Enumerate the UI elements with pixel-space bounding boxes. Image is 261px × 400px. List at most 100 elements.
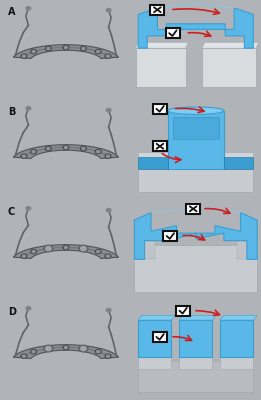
Circle shape bbox=[63, 346, 69, 350]
Bar bbox=[153, 141, 167, 152]
Polygon shape bbox=[179, 315, 216, 320]
Circle shape bbox=[32, 350, 35, 353]
Polygon shape bbox=[13, 245, 118, 258]
Polygon shape bbox=[13, 45, 118, 58]
Circle shape bbox=[95, 250, 101, 254]
Circle shape bbox=[95, 350, 101, 354]
Polygon shape bbox=[220, 315, 257, 320]
Polygon shape bbox=[136, 48, 186, 88]
Circle shape bbox=[97, 250, 100, 253]
Polygon shape bbox=[173, 117, 219, 139]
Circle shape bbox=[81, 46, 86, 51]
Circle shape bbox=[64, 146, 67, 149]
Circle shape bbox=[32, 250, 35, 253]
Circle shape bbox=[105, 154, 111, 158]
Bar bbox=[150, 5, 164, 15]
Circle shape bbox=[45, 246, 51, 251]
Circle shape bbox=[22, 355, 25, 357]
Circle shape bbox=[105, 254, 111, 258]
Circle shape bbox=[106, 355, 110, 357]
Circle shape bbox=[97, 350, 100, 353]
Bar bbox=[153, 104, 167, 114]
Circle shape bbox=[105, 54, 111, 58]
Circle shape bbox=[31, 350, 37, 354]
Circle shape bbox=[44, 345, 53, 352]
Circle shape bbox=[47, 48, 50, 50]
Circle shape bbox=[26, 7, 31, 10]
Polygon shape bbox=[220, 320, 253, 358]
Circle shape bbox=[26, 207, 31, 210]
Circle shape bbox=[45, 346, 51, 351]
Circle shape bbox=[21, 154, 27, 158]
Circle shape bbox=[31, 250, 37, 254]
Circle shape bbox=[26, 307, 31, 310]
Circle shape bbox=[81, 146, 86, 151]
Polygon shape bbox=[220, 350, 253, 369]
Circle shape bbox=[82, 148, 85, 150]
Polygon shape bbox=[138, 8, 253, 48]
Polygon shape bbox=[13, 345, 118, 358]
Text: C: C bbox=[8, 207, 15, 217]
Circle shape bbox=[106, 55, 110, 57]
Circle shape bbox=[45, 146, 51, 151]
Circle shape bbox=[106, 108, 111, 112]
Circle shape bbox=[106, 208, 111, 212]
Circle shape bbox=[31, 50, 37, 54]
Polygon shape bbox=[136, 42, 188, 48]
Polygon shape bbox=[138, 320, 171, 358]
Circle shape bbox=[97, 50, 100, 53]
Circle shape bbox=[47, 148, 50, 150]
Polygon shape bbox=[138, 361, 253, 392]
Text: B: B bbox=[8, 107, 15, 117]
Circle shape bbox=[82, 48, 85, 50]
Polygon shape bbox=[13, 145, 118, 158]
Circle shape bbox=[79, 245, 88, 252]
Text: D: D bbox=[8, 307, 16, 317]
Circle shape bbox=[106, 255, 110, 257]
Circle shape bbox=[64, 346, 67, 349]
Polygon shape bbox=[179, 320, 212, 358]
Polygon shape bbox=[138, 152, 168, 169]
Polygon shape bbox=[224, 152, 253, 169]
Text: A: A bbox=[8, 7, 15, 17]
Circle shape bbox=[64, 246, 67, 249]
Circle shape bbox=[44, 245, 53, 252]
Circle shape bbox=[22, 155, 25, 157]
Circle shape bbox=[106, 308, 111, 312]
Circle shape bbox=[22, 55, 25, 57]
Polygon shape bbox=[168, 111, 224, 169]
Ellipse shape bbox=[168, 107, 224, 114]
Circle shape bbox=[81, 346, 86, 351]
Circle shape bbox=[79, 345, 88, 352]
Circle shape bbox=[32, 150, 35, 153]
Polygon shape bbox=[237, 241, 257, 259]
Circle shape bbox=[106, 8, 111, 12]
Circle shape bbox=[106, 155, 110, 157]
Polygon shape bbox=[202, 48, 256, 88]
Bar bbox=[166, 28, 180, 38]
Polygon shape bbox=[224, 158, 253, 169]
Polygon shape bbox=[179, 350, 212, 369]
Circle shape bbox=[21, 54, 27, 58]
Circle shape bbox=[63, 46, 69, 50]
Circle shape bbox=[22, 255, 25, 257]
Polygon shape bbox=[134, 241, 155, 259]
Circle shape bbox=[95, 150, 101, 154]
Circle shape bbox=[97, 150, 100, 153]
Polygon shape bbox=[134, 245, 257, 292]
Circle shape bbox=[81, 246, 86, 251]
Circle shape bbox=[105, 354, 111, 358]
Circle shape bbox=[32, 50, 35, 53]
Polygon shape bbox=[134, 212, 257, 259]
Circle shape bbox=[21, 254, 27, 258]
Circle shape bbox=[64, 46, 67, 49]
Polygon shape bbox=[138, 350, 171, 369]
Circle shape bbox=[95, 50, 101, 54]
Circle shape bbox=[63, 146, 69, 150]
Polygon shape bbox=[138, 158, 168, 169]
Circle shape bbox=[26, 107, 31, 110]
Polygon shape bbox=[138, 158, 253, 192]
Circle shape bbox=[31, 150, 37, 154]
Bar bbox=[186, 204, 200, 214]
Bar bbox=[153, 332, 167, 342]
